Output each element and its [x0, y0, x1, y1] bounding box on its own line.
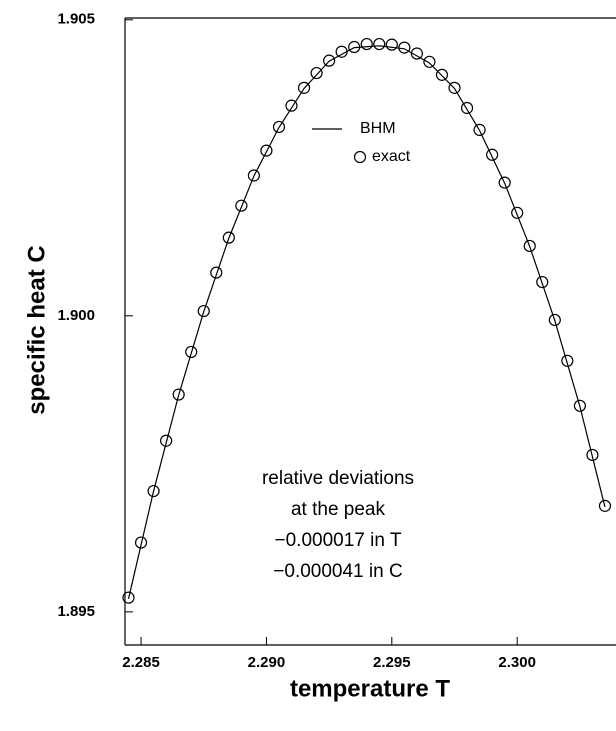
data-point — [573, 399, 586, 412]
data-point — [310, 66, 323, 80]
data-point — [486, 148, 499, 161]
data-point — [561, 354, 574, 367]
data-point — [398, 41, 411, 54]
data-point — [272, 120, 286, 134]
x-tick-label: 2.290 — [248, 654, 286, 671]
data-point — [134, 536, 148, 549]
data-point — [373, 37, 386, 51]
data-point — [222, 231, 235, 244]
data-point — [323, 54, 336, 67]
data-point — [448, 81, 461, 94]
legend-swatch — [353, 150, 367, 164]
data-point — [435, 68, 449, 81]
data-point — [235, 199, 248, 212]
data-point — [210, 266, 223, 279]
data-point — [297, 81, 311, 94]
data-point — [598, 499, 612, 512]
x-tick-label: 2.300 — [498, 654, 536, 671]
x-tick-label: 2.295 — [373, 654, 411, 671]
data-point — [410, 47, 423, 60]
data-point — [285, 99, 298, 112]
y-tick-label: 1.895 — [57, 603, 95, 620]
annotation: relative deviations — [262, 468, 414, 489]
data-point — [172, 388, 185, 401]
legend-label: BHM — [360, 120, 396, 137]
annotation: −0.000017 in T — [275, 530, 402, 551]
data-point — [523, 239, 536, 253]
x-tick-label: 2.285 — [122, 654, 160, 671]
data-point — [460, 101, 474, 115]
data-point — [335, 45, 348, 58]
data-point — [473, 123, 486, 137]
data-point — [247, 169, 260, 182]
legend-label: exact — [372, 148, 411, 165]
y-tick-label: 1.900 — [57, 307, 95, 324]
data-point — [423, 55, 436, 68]
data-point — [197, 304, 210, 318]
data-point — [122, 591, 135, 604]
data-point — [147, 484, 160, 498]
data-point — [185, 345, 198, 359]
data-point — [348, 40, 361, 54]
data-point — [160, 434, 173, 447]
annotation: at the peak — [291, 499, 386, 520]
data-point — [360, 37, 373, 51]
data-point — [385, 38, 398, 51]
y-axis-label: specific heat C — [23, 245, 50, 414]
annotation: −0.000041 in C — [273, 561, 402, 582]
data-point — [548, 313, 561, 327]
data-point — [511, 206, 524, 219]
y-tick-label: 1.905 — [57, 11, 95, 28]
data-point — [536, 275, 549, 289]
data-point — [260, 144, 273, 157]
x-axis-label: temperature T — [290, 675, 450, 702]
data-point — [498, 176, 511, 189]
data-point — [586, 448, 599, 462]
data-line — [127, 45, 606, 599]
